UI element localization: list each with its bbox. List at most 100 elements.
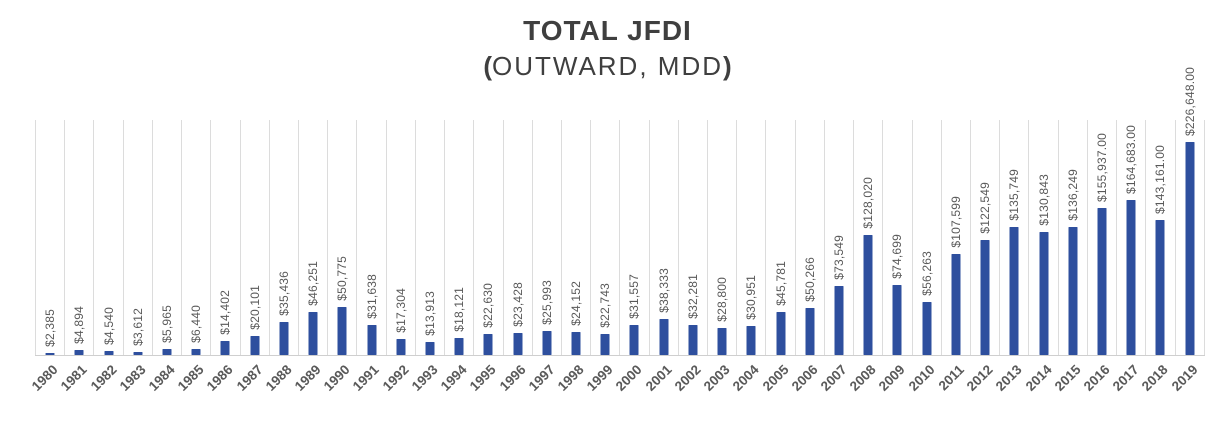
category-column-2001: $38,333 2001 xyxy=(642,120,678,394)
bar-2003[interactable] xyxy=(717,328,727,355)
category-column-1996: $23,428 1996 xyxy=(496,120,532,394)
bar-1992[interactable] xyxy=(396,339,406,355)
bar-2014[interactable] xyxy=(1039,232,1049,355)
data-label-1998: $24,152 xyxy=(569,281,584,326)
category-column-1998: $24,152 1998 xyxy=(555,120,590,394)
bar-2009[interactable] xyxy=(892,285,902,355)
data-label-1993: $13,913 xyxy=(422,291,437,336)
bar-2004[interactable] xyxy=(746,326,756,355)
x-axis-label-1991: 1991 xyxy=(350,362,383,394)
data-label-1997: $25,993 xyxy=(539,280,554,325)
bar-2010[interactable] xyxy=(922,302,932,355)
bar-2015[interactable] xyxy=(1068,227,1078,355)
x-axis-label-1993: 1993 xyxy=(408,362,441,394)
data-label-1983: $3,612 xyxy=(130,308,145,346)
x-axis-label-1983: 1983 xyxy=(116,362,149,394)
category-column-1987: $20,101 1987 xyxy=(233,120,269,394)
category-column-2011: $107,599 2011 xyxy=(935,120,970,393)
bar-1982[interactable] xyxy=(104,351,114,355)
x-axis-label-1984: 1984 xyxy=(145,362,178,394)
bar-1981[interactable] xyxy=(74,350,84,355)
bar-2000[interactable] xyxy=(629,325,639,355)
bar-1999[interactable] xyxy=(600,334,610,355)
data-label-2018: $143,161.00 xyxy=(1153,145,1168,214)
bar-1980[interactable] xyxy=(45,353,55,355)
category-column-2009: $74,699 2009 xyxy=(876,120,911,394)
category-column-1994: $18,121 1994 xyxy=(438,120,473,394)
bar-1984[interactable] xyxy=(162,349,172,355)
category-column-2012: $122,549 2012 xyxy=(964,120,999,394)
x-axis-label-1999: 1999 xyxy=(584,362,616,394)
category-column-2017: $164,683.00 2017 xyxy=(1110,120,1145,394)
chart-title-block: TOTAL JFDI (OUTWARD, MDD) xyxy=(0,15,1215,82)
bar-2011[interactable] xyxy=(951,254,961,355)
category-column-2006: $50,266 2006 xyxy=(789,120,824,394)
x-axis-label-1981: 1981 xyxy=(58,362,90,394)
bar-2012[interactable] xyxy=(980,240,990,355)
category-column-2004: $30,951 2004 xyxy=(730,120,765,394)
data-label-2004: $30,951 xyxy=(744,275,759,320)
category-column-2003: $28,800 2003 xyxy=(701,120,736,394)
data-label-2008: $128,020 xyxy=(861,177,876,229)
bar-1985[interactable] xyxy=(191,349,201,355)
category-column-1992: $17,304 1992 xyxy=(379,120,415,394)
bar-2018[interactable] xyxy=(1155,220,1165,355)
category-column-1984: $5,965 1984 xyxy=(146,120,181,394)
data-label-2006: $50,266 xyxy=(802,257,817,302)
data-label-2007: $73,549 xyxy=(832,235,847,280)
bar-1993[interactable] xyxy=(425,342,435,355)
bar-2013[interactable] xyxy=(1009,227,1019,355)
x-axis-label-2015: 2015 xyxy=(1051,362,1084,394)
x-axis-label-1982: 1982 xyxy=(87,362,120,394)
category-column-2013: $135,749 2013 xyxy=(993,120,1028,394)
data-label-1996: $23,428 xyxy=(510,282,525,327)
x-axis-label-1990: 1990 xyxy=(321,362,353,394)
bar-2005[interactable] xyxy=(776,312,786,355)
bar-1986[interactable] xyxy=(220,341,230,355)
x-axis-label-2019: 2019 xyxy=(1168,362,1201,394)
bar-1996[interactable] xyxy=(513,333,523,355)
bar-2016[interactable] xyxy=(1097,208,1107,355)
bar-1988[interactable] xyxy=(279,322,289,355)
bar-1997[interactable] xyxy=(542,331,552,355)
bar-2002[interactable] xyxy=(688,325,698,355)
data-label-1986: $14,402 xyxy=(218,290,233,335)
category-column-2014: $130,843 2014 xyxy=(1022,120,1057,394)
data-label-2003: $28,800 xyxy=(715,277,730,322)
category-column-2019: $226,648.00 2019 xyxy=(1168,67,1205,394)
category-column-2000: $31,557 2000 xyxy=(613,120,648,394)
data-label-1987: $20,101 xyxy=(247,285,262,330)
bar-1989[interactable] xyxy=(308,312,318,355)
bar-1991[interactable] xyxy=(367,325,377,355)
x-axis-label-2005: 2005 xyxy=(759,362,792,394)
bar-1994[interactable] xyxy=(454,338,464,355)
bar-2019[interactable] xyxy=(1185,142,1195,355)
data-label-1980: $2,385 xyxy=(43,309,58,347)
bar-1987[interactable] xyxy=(250,336,260,355)
category-column-1988: $35,436 1988 xyxy=(263,120,298,394)
x-axis-label-2002: 2002 xyxy=(671,362,704,394)
category-column-2008: $128,020 2008 xyxy=(847,120,882,394)
chart-title: TOTAL JFDI xyxy=(523,15,692,46)
category-column-2007: $73,549 2007 xyxy=(818,120,853,394)
bar-2006[interactable] xyxy=(805,308,815,355)
x-axis-label-1995: 1995 xyxy=(467,362,499,394)
bar-2017[interactable] xyxy=(1126,200,1136,355)
x-axis-label-2018: 2018 xyxy=(1139,362,1172,394)
data-label-1991: $31,638 xyxy=(364,274,379,319)
data-label-1995: $22,630 xyxy=(481,283,496,328)
data-label-1988: $35,436 xyxy=(276,271,291,316)
bar-2008[interactable] xyxy=(863,235,873,355)
category-column-2015: $136,249 2015 xyxy=(1052,120,1087,394)
bar-2001[interactable] xyxy=(659,319,669,355)
data-label-2009: $74,699 xyxy=(890,234,905,279)
category-column-1983: $3,612 1983 xyxy=(117,120,152,394)
bar-1990[interactable] xyxy=(337,307,347,355)
x-axis-label-2003: 2003 xyxy=(700,362,733,394)
x-axis-label-2014: 2014 xyxy=(1022,362,1055,394)
bar-1998[interactable] xyxy=(571,332,581,355)
bar-1983[interactable] xyxy=(133,352,143,355)
bar-1995[interactable] xyxy=(483,334,493,355)
bar-2007[interactable] xyxy=(834,286,844,355)
